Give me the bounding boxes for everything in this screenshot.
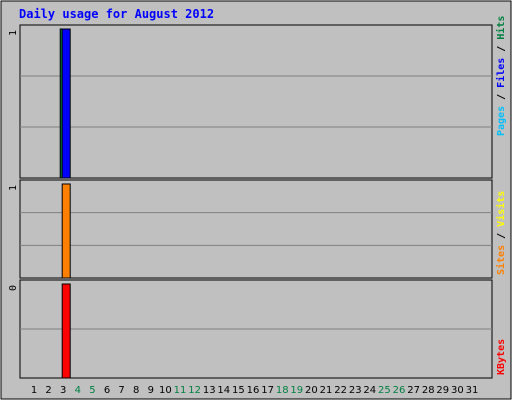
x-tick-day-9: 9 xyxy=(148,385,154,396)
x-tick-day-24: 24 xyxy=(363,385,376,396)
x-tick-day-6: 6 xyxy=(104,385,110,396)
x-tick-day-19: 19 xyxy=(290,385,303,396)
x-tick-day-16: 16 xyxy=(247,385,260,396)
x-tick-day-31: 31 xyxy=(466,385,479,396)
x-tick-day-29: 29 xyxy=(436,385,449,396)
legend-middle: Sites / Visits xyxy=(495,191,507,275)
x-tick-day-5: 5 xyxy=(89,385,95,396)
x-tick-day-14: 14 xyxy=(217,385,230,396)
legend-top-part-3: / xyxy=(496,40,507,58)
x-tick-day-1: 1 xyxy=(31,385,37,396)
x-tick-day-2: 2 xyxy=(45,385,51,396)
legend-bottom-part-0: KBytes xyxy=(496,339,507,375)
x-tick-day-12: 12 xyxy=(188,385,201,396)
bar-files-day-3 xyxy=(62,29,70,178)
x-tick-day-26: 26 xyxy=(393,385,406,396)
y-max-label-3: 0 xyxy=(8,285,19,291)
x-tick-day-3: 3 xyxy=(60,385,66,396)
x-tick-day-25: 25 xyxy=(378,385,391,396)
y-max-label-2: 1 xyxy=(8,185,19,191)
x-tick-day-22: 22 xyxy=(334,385,347,396)
legend-top-part-2: Files xyxy=(495,58,507,88)
x-tick-day-18: 18 xyxy=(276,385,289,396)
x-tick-day-15: 15 xyxy=(232,385,245,396)
x-tick-day-13: 13 xyxy=(203,385,216,396)
x-tick-day-10: 10 xyxy=(159,385,172,396)
x-tick-day-7: 7 xyxy=(118,385,124,396)
x-tick-day-8: 8 xyxy=(133,385,139,396)
legend-middle-part-2: Visits xyxy=(495,191,507,227)
x-tick-day-23: 23 xyxy=(349,385,362,396)
legend-top-part-4: Hits xyxy=(495,16,507,40)
chart-title: Daily usage for August 2012 xyxy=(19,7,214,21)
x-tick-day-30: 30 xyxy=(451,385,464,396)
legend-top: Pages / Files / Hits xyxy=(495,16,507,136)
x-tick-day-21: 21 xyxy=(320,385,333,396)
x-tick-day-27: 27 xyxy=(407,385,420,396)
legend-top-part-1: / xyxy=(496,88,507,106)
x-tick-day-20: 20 xyxy=(305,385,318,396)
legend-top-part-0: Pages xyxy=(496,106,507,136)
bar-kbytes-day-3 xyxy=(62,284,70,378)
legend-middle-part-1: / xyxy=(496,227,507,245)
y-max-label-1: 1 xyxy=(8,30,19,36)
legend-middle-part-0: Sites xyxy=(495,245,507,275)
bar-sites-day-3 xyxy=(62,184,70,278)
x-tick-day-17: 17 xyxy=(261,385,274,396)
x-tick-day-28: 28 xyxy=(422,385,435,396)
x-tick-day-4: 4 xyxy=(75,385,81,396)
legend-bottom: KBytes xyxy=(496,339,507,375)
x-tick-day-11: 11 xyxy=(174,385,187,396)
